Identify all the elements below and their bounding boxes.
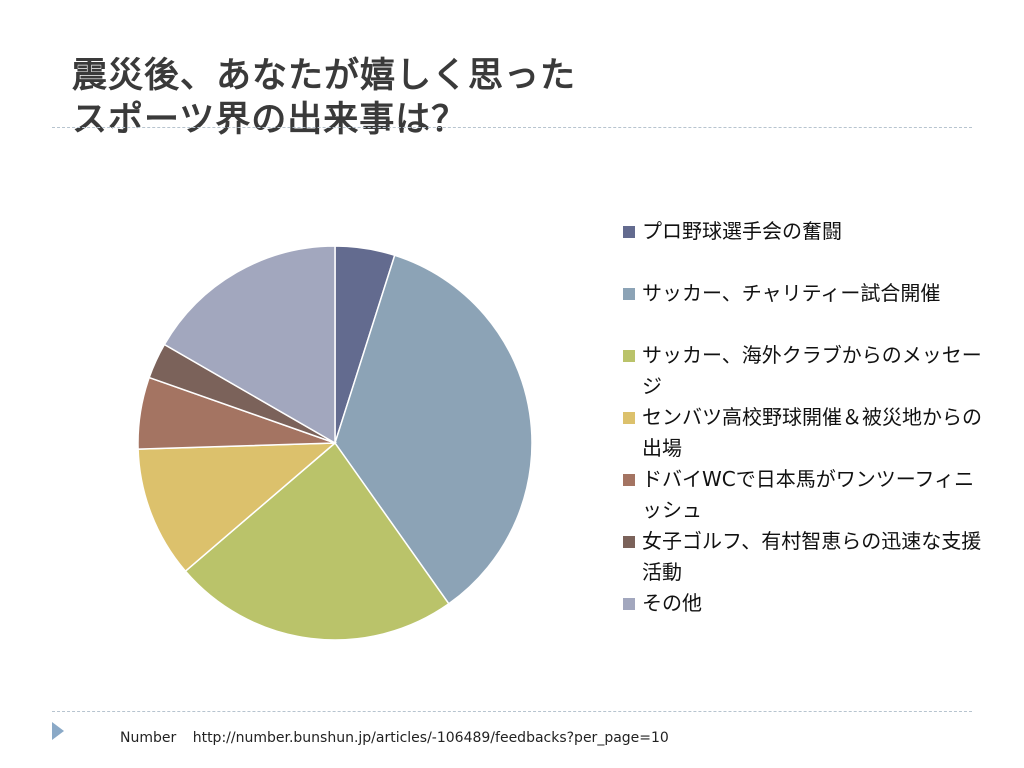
legend-label: プロ野球選手会の奮闘 bbox=[642, 219, 842, 243]
legend-item-soccer-overseas-message: サッカー、海外クラブからのメッセージ bbox=[620, 340, 990, 402]
source-citation: Number http://number.bunshun.jp/articles… bbox=[120, 730, 669, 746]
pie-slice-3 bbox=[137, 442, 338, 573]
legend-swatch bbox=[623, 598, 635, 610]
chart-legend: プロ野球選手会の奮闘 サッカー、チャリティー試合開催 サッカー、海外クラブからの… bbox=[620, 216, 990, 619]
legend-label: サッカー、チャリティー試合開催 bbox=[642, 281, 941, 305]
triangle-bullet-icon bbox=[52, 722, 64, 740]
legend-label: センバツ高校野球開催＆被災地からの出場 bbox=[642, 405, 982, 460]
legend-swatch bbox=[623, 288, 635, 300]
legend-item-senbatsu: センバツ高校野球開催＆被災地からの出場 bbox=[620, 402, 990, 464]
legend-label: 女子ゴルフ、有村智恵らの迅速な支援活動 bbox=[642, 529, 982, 584]
source-url: http://number.bunshun.jp/articles/-10648… bbox=[192, 730, 669, 746]
legend-label: その他 bbox=[642, 591, 702, 615]
legend-swatch bbox=[623, 474, 635, 486]
legend-label: サッカー、海外クラブからのメッセージ bbox=[642, 343, 982, 398]
slide-title-line-1: 震災後、あなたが嬉しく思った bbox=[72, 56, 577, 96]
source-name: Number bbox=[120, 730, 177, 746]
legend-swatch bbox=[623, 226, 635, 238]
legend-item-other: その他 bbox=[620, 588, 990, 619]
legend-swatch bbox=[623, 536, 635, 548]
pie-slice-2 bbox=[184, 441, 450, 641]
footer-divider bbox=[52, 711, 972, 712]
legend-item-pro-baseball: プロ野球選手会の奮闘 bbox=[620, 216, 990, 247]
pie-slice-6 bbox=[163, 245, 336, 445]
legend-swatch bbox=[623, 350, 635, 362]
pie-chart bbox=[137, 245, 533, 641]
legend-label: ドバイWCで日本馬がワンツーフィニッシュ bbox=[642, 467, 975, 522]
pie-slice-1 bbox=[334, 254, 533, 605]
slide-title-line-2: スポーツ界の出来事は？ bbox=[72, 100, 468, 140]
legend-item-soccer-charity: サッカー、チャリティー試合開催 bbox=[620, 278, 990, 309]
legend-item-womens-golf: 女子ゴルフ、有村智恵らの迅速な支援活動 bbox=[620, 526, 990, 588]
legend-item-dubai-wc: ドバイWCで日本馬がワンツーフィニッシュ bbox=[620, 464, 990, 526]
slide-title: 震災後、あなたが嬉しく思った スポーツ界の出来事は？ bbox=[72, 54, 952, 142]
title-divider bbox=[52, 127, 972, 128]
legend-swatch bbox=[623, 412, 635, 424]
